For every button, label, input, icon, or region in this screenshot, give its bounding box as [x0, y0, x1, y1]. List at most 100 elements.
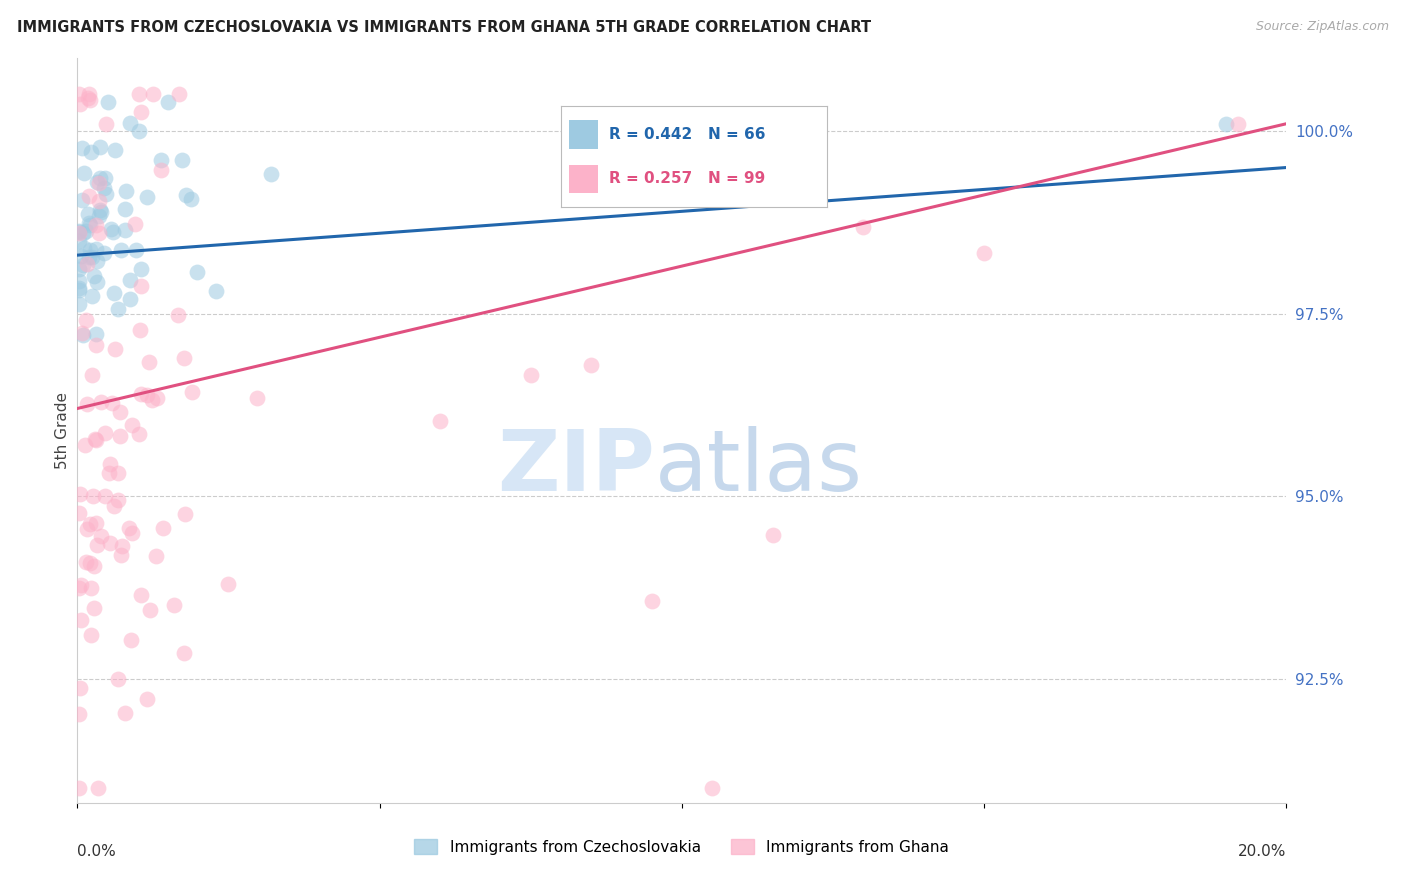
Point — [89, 176, 111, 190]
Point — [100, 222, 122, 236]
Point — [1227, 117, 1250, 131]
Point — [75, 312, 97, 326]
Point — [69, 681, 91, 696]
Point — [87, 194, 110, 208]
Point — [67, 223, 90, 237]
Point — [77, 87, 100, 102]
Point — [101, 396, 124, 410]
Text: 0.0%: 0.0% — [77, 844, 117, 859]
Point — [641, 594, 664, 608]
Point — [93, 245, 115, 260]
Point — [103, 143, 125, 157]
Point — [135, 189, 157, 203]
Point — [79, 516, 101, 531]
Point — [79, 94, 101, 108]
Point — [173, 646, 195, 660]
Point — [83, 601, 105, 615]
Point — [146, 391, 169, 405]
Point — [97, 95, 120, 109]
Point — [107, 302, 129, 317]
Point — [73, 241, 96, 255]
Point — [107, 493, 129, 508]
Point — [80, 581, 103, 595]
Point — [84, 327, 107, 342]
Point — [77, 207, 100, 221]
Point — [77, 91, 100, 105]
Point — [89, 202, 111, 217]
Point — [77, 250, 100, 264]
Text: IMMIGRANTS FROM CZECHOSLOVAKIA VS IMMIGRANTS FROM GHANA 5TH GRADE CORRELATION CH: IMMIGRANTS FROM CZECHOSLOVAKIA VS IMMIGR… — [17, 20, 870, 35]
Point — [138, 603, 160, 617]
Point — [93, 180, 115, 194]
Point — [75, 224, 97, 238]
Point — [186, 265, 208, 279]
Point — [163, 598, 186, 612]
Point — [90, 395, 112, 409]
Y-axis label: 5th Grade: 5th Grade — [55, 392, 70, 469]
Point — [114, 223, 136, 237]
Point — [89, 171, 111, 186]
Point — [217, 577, 239, 591]
Point — [86, 275, 108, 289]
Point — [72, 258, 94, 272]
Point — [87, 226, 110, 240]
Point — [205, 285, 228, 299]
Point — [67, 225, 90, 239]
Point — [115, 184, 138, 198]
Point — [82, 489, 104, 503]
Point — [86, 175, 108, 189]
Point — [125, 243, 148, 257]
Text: 20.0%: 20.0% — [1239, 844, 1286, 859]
Point — [581, 358, 603, 372]
Point — [702, 781, 724, 796]
Point — [118, 272, 141, 286]
Point — [246, 391, 269, 405]
Text: ZIP: ZIP — [498, 426, 655, 509]
Point — [70, 614, 93, 628]
Point — [79, 218, 101, 232]
Point — [170, 153, 193, 167]
Point — [136, 692, 159, 706]
Point — [142, 87, 165, 102]
Point — [69, 249, 91, 263]
Point — [103, 499, 125, 513]
Point — [120, 292, 142, 306]
Point — [84, 432, 107, 446]
Point — [120, 115, 142, 129]
Point — [108, 405, 131, 419]
Point — [80, 145, 103, 159]
Point — [136, 388, 159, 402]
Point — [84, 218, 107, 232]
Legend: Immigrants from Czechoslovakia, Immigrants from Ghana: Immigrants from Czechoslovakia, Immigran… — [406, 831, 957, 863]
Point — [101, 225, 124, 239]
Point — [114, 706, 136, 720]
Point — [83, 268, 105, 283]
Point — [80, 628, 103, 642]
Point — [124, 217, 146, 231]
Point — [70, 141, 93, 155]
Point — [174, 187, 197, 202]
Point — [96, 117, 118, 131]
Point — [131, 386, 153, 401]
Point — [150, 153, 173, 168]
Point — [98, 458, 121, 472]
Point — [157, 95, 180, 109]
Point — [98, 536, 121, 550]
Point — [94, 170, 117, 185]
Point — [129, 262, 152, 277]
Point — [98, 466, 121, 480]
Point — [173, 351, 195, 365]
Point — [72, 226, 94, 240]
Point — [121, 526, 143, 541]
Point — [67, 781, 90, 796]
Point — [1215, 117, 1237, 131]
Point — [67, 284, 90, 298]
Point — [114, 202, 136, 216]
Point — [520, 368, 543, 383]
Point — [107, 467, 129, 481]
Point — [852, 219, 875, 234]
Point — [67, 296, 90, 310]
Point — [141, 393, 163, 408]
Point — [145, 549, 167, 564]
Point — [84, 337, 107, 351]
